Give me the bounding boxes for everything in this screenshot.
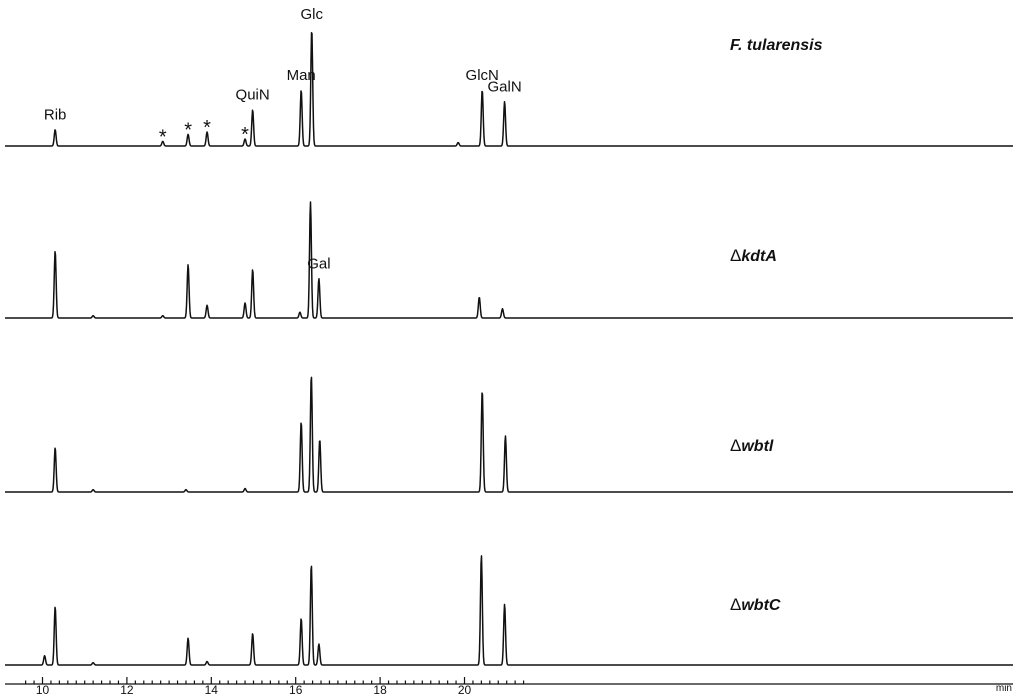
x-tick-label: 20 — [458, 683, 472, 695]
series-line — [4, 31, 1014, 147]
peak-label: Glc — [300, 6, 323, 23]
series-line — [4, 555, 1014, 666]
x-axis-unit: min — [996, 683, 1012, 694]
peak-label: GalN — [487, 79, 521, 96]
x-tick-label: 18 — [373, 683, 387, 695]
peak-label: Rib — [44, 107, 67, 124]
trace-2 — [4, 376, 1014, 493]
peak-label: QuiN — [236, 87, 270, 104]
x-tick-label: 10 — [36, 683, 50, 695]
peak-label: GlcN — [466, 67, 499, 84]
peak-star-label: * — [159, 126, 167, 148]
x-axis-ticks: 10 12 14 16 18 20 — [25, 677, 525, 695]
trace-title: ΔkdtA — [730, 246, 777, 265]
x-tick-label: 12 — [120, 683, 134, 695]
trace-title-prefix: Δ — [730, 246, 741, 265]
trace-title-name: F. tularensis — [730, 37, 823, 54]
x-tick-label: 16 — [289, 683, 303, 695]
trace-title-name: kdtA — [741, 248, 777, 265]
trace-title: Δwbtl — [730, 436, 774, 455]
peak-star-label: * — [184, 119, 192, 141]
trace-title-prefix: Δ — [730, 595, 741, 614]
trace-title: ΔwbtC — [730, 595, 781, 614]
peak-star-label: * — [203, 117, 211, 139]
x-axis: 10 12 14 16 18 20 min — [5, 677, 1013, 695]
trace-3 — [4, 555, 1014, 666]
trace-title: F. tularensis — [730, 37, 823, 54]
x-tick-label: 14 — [205, 683, 219, 695]
trace-title-prefix: Δ — [730, 436, 741, 455]
peak-star-label: * — [241, 124, 249, 146]
trace-title-name: wbtl — [741, 438, 774, 455]
peak-label: Man — [287, 67, 316, 84]
trace-0 — [4, 31, 1014, 147]
trace-title-name: wbtC — [741, 597, 781, 614]
peak-label: Gal — [307, 256, 330, 273]
series-line — [4, 201, 1014, 319]
traces-group — [4, 31, 1014, 666]
series-line — [4, 376, 1014, 493]
trace-1 — [4, 201, 1014, 319]
